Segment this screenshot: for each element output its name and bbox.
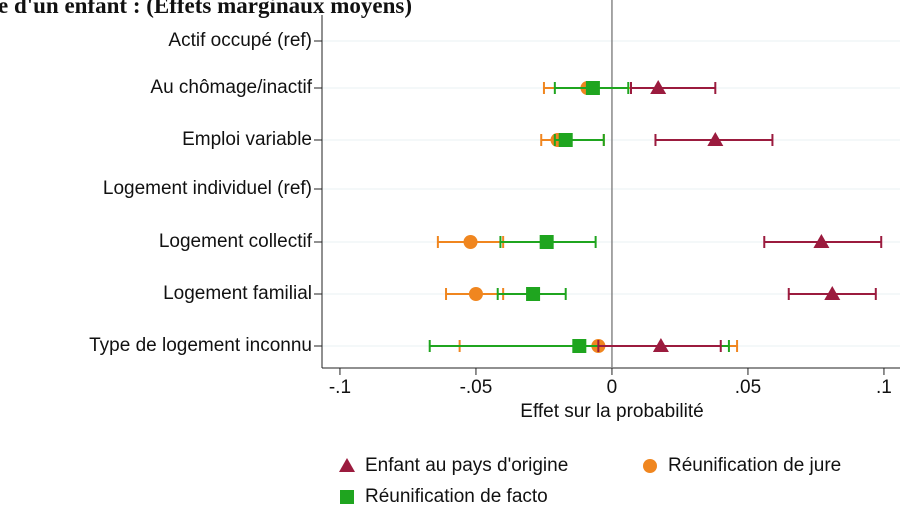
point bbox=[468, 287, 483, 301]
legend-swatch bbox=[339, 458, 355, 472]
point bbox=[813, 234, 830, 248]
y-tick-label: Logement collectif bbox=[159, 231, 313, 252]
point bbox=[558, 133, 573, 147]
legend-swatch bbox=[643, 459, 657, 473]
chart-title: e d'un enfant : (Effets marginaux moyens… bbox=[0, 0, 412, 18]
legend-label: Enfant au pays d'origine bbox=[365, 455, 568, 476]
point bbox=[585, 81, 600, 95]
x-tick-label: 0 bbox=[607, 377, 618, 398]
point bbox=[652, 338, 669, 352]
point bbox=[463, 235, 478, 249]
point bbox=[824, 286, 841, 300]
x-tick-label: -.1 bbox=[329, 377, 351, 398]
point bbox=[650, 80, 667, 94]
point bbox=[539, 235, 554, 249]
y-tick-label: Actif occupé (ref) bbox=[168, 30, 312, 51]
legend-swatch bbox=[340, 490, 354, 504]
point bbox=[707, 132, 724, 146]
legend-label: Réunification de jure bbox=[668, 455, 841, 476]
x-axis-label: Effet sur la probabilité bbox=[520, 401, 703, 422]
point bbox=[526, 287, 541, 301]
y-tick-label: Logement individuel (ref) bbox=[103, 178, 312, 199]
x-tick-label: -.05 bbox=[460, 377, 493, 398]
x-tick-label: .05 bbox=[735, 377, 761, 398]
point bbox=[572, 339, 587, 353]
y-tick-label: Emploi variable bbox=[182, 129, 312, 150]
y-tick-label: Type de logement inconnu bbox=[89, 335, 312, 356]
legend-label: Réunification de facto bbox=[365, 486, 548, 507]
x-tick-label: .1 bbox=[876, 377, 892, 398]
y-tick-label: Logement familial bbox=[163, 283, 312, 304]
y-tick-label: Au chômage/inactif bbox=[150, 77, 312, 98]
